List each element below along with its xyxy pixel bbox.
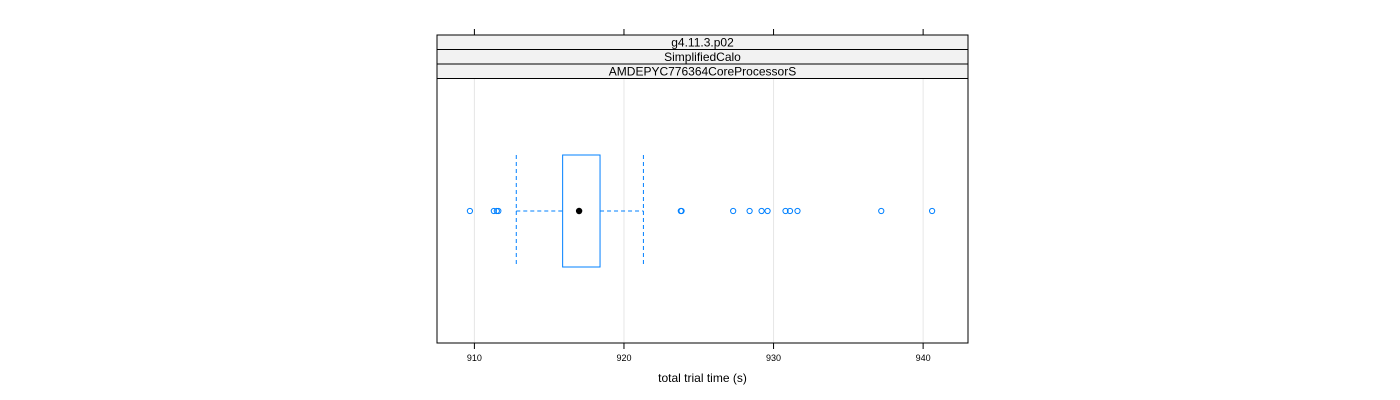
x-axis-ticks [473, 29, 924, 349]
outlier-point-6 [730, 207, 737, 215]
outlier-point-7 [746, 207, 753, 215]
strip-group: g4.11.3.p02 SimplifiedCalo AMDEPYC776364… [436, 34, 969, 79]
tick-label-910: 910 [467, 353, 482, 363]
tick-label-930: 930 [766, 353, 781, 363]
outlier-point-0 [466, 207, 474, 215]
tick-label-940: 940 [916, 353, 931, 363]
outlier-points [466, 207, 936, 215]
outlier-point-11 [786, 207, 794, 215]
outlier-point-5 [678, 207, 685, 215]
box-whisker-group [515, 154, 644, 268]
outlier-point-8 [758, 207, 765, 215]
outlier-point-9 [764, 207, 771, 215]
strip-label-version: g4.11.3.p02 [671, 36, 734, 50]
panel-frame [436, 78, 969, 344]
strip-label-processor: AMDEPYC776364CoreProcessorS [609, 65, 796, 79]
x-axis-tick-labels: 910 920 930 940 [467, 353, 931, 363]
x-axis-label: total trial time (s) [658, 371, 747, 385]
outlier-point-3 [495, 207, 502, 215]
outlier-point-12 [794, 207, 801, 215]
outlier-point-1 [490, 207, 497, 215]
outlier-point-10 [782, 207, 789, 215]
median-dot [575, 207, 583, 215]
outlier-point-14 [929, 207, 936, 215]
box-iqr [562, 154, 601, 268]
tick-label-920: 920 [616, 353, 631, 363]
outlier-point-13 [878, 207, 885, 215]
strip-label-benchmark: SimplifiedCalo [664, 50, 741, 64]
grid-lines [473, 78, 924, 343]
